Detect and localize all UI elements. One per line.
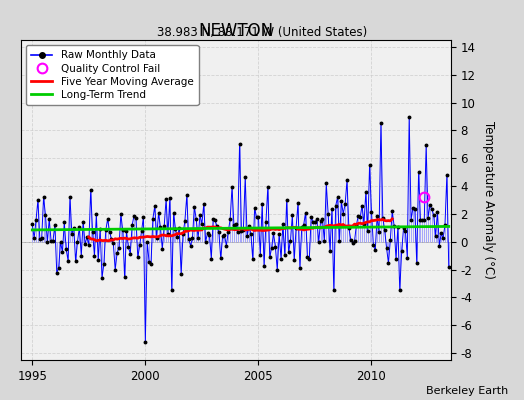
Title: NEWTON: NEWTON (198, 22, 274, 40)
Y-axis label: Temperature Anomaly (°C): Temperature Anomaly (°C) (482, 121, 495, 279)
Text: 38.983 N, 88.171 W (United States): 38.983 N, 88.171 W (United States) (157, 26, 367, 39)
Legend: Raw Monthly Data, Quality Control Fail, Five Year Moving Average, Long-Term Tren: Raw Monthly Data, Quality Control Fail, … (26, 45, 199, 105)
Text: Berkeley Earth: Berkeley Earth (426, 386, 508, 396)
